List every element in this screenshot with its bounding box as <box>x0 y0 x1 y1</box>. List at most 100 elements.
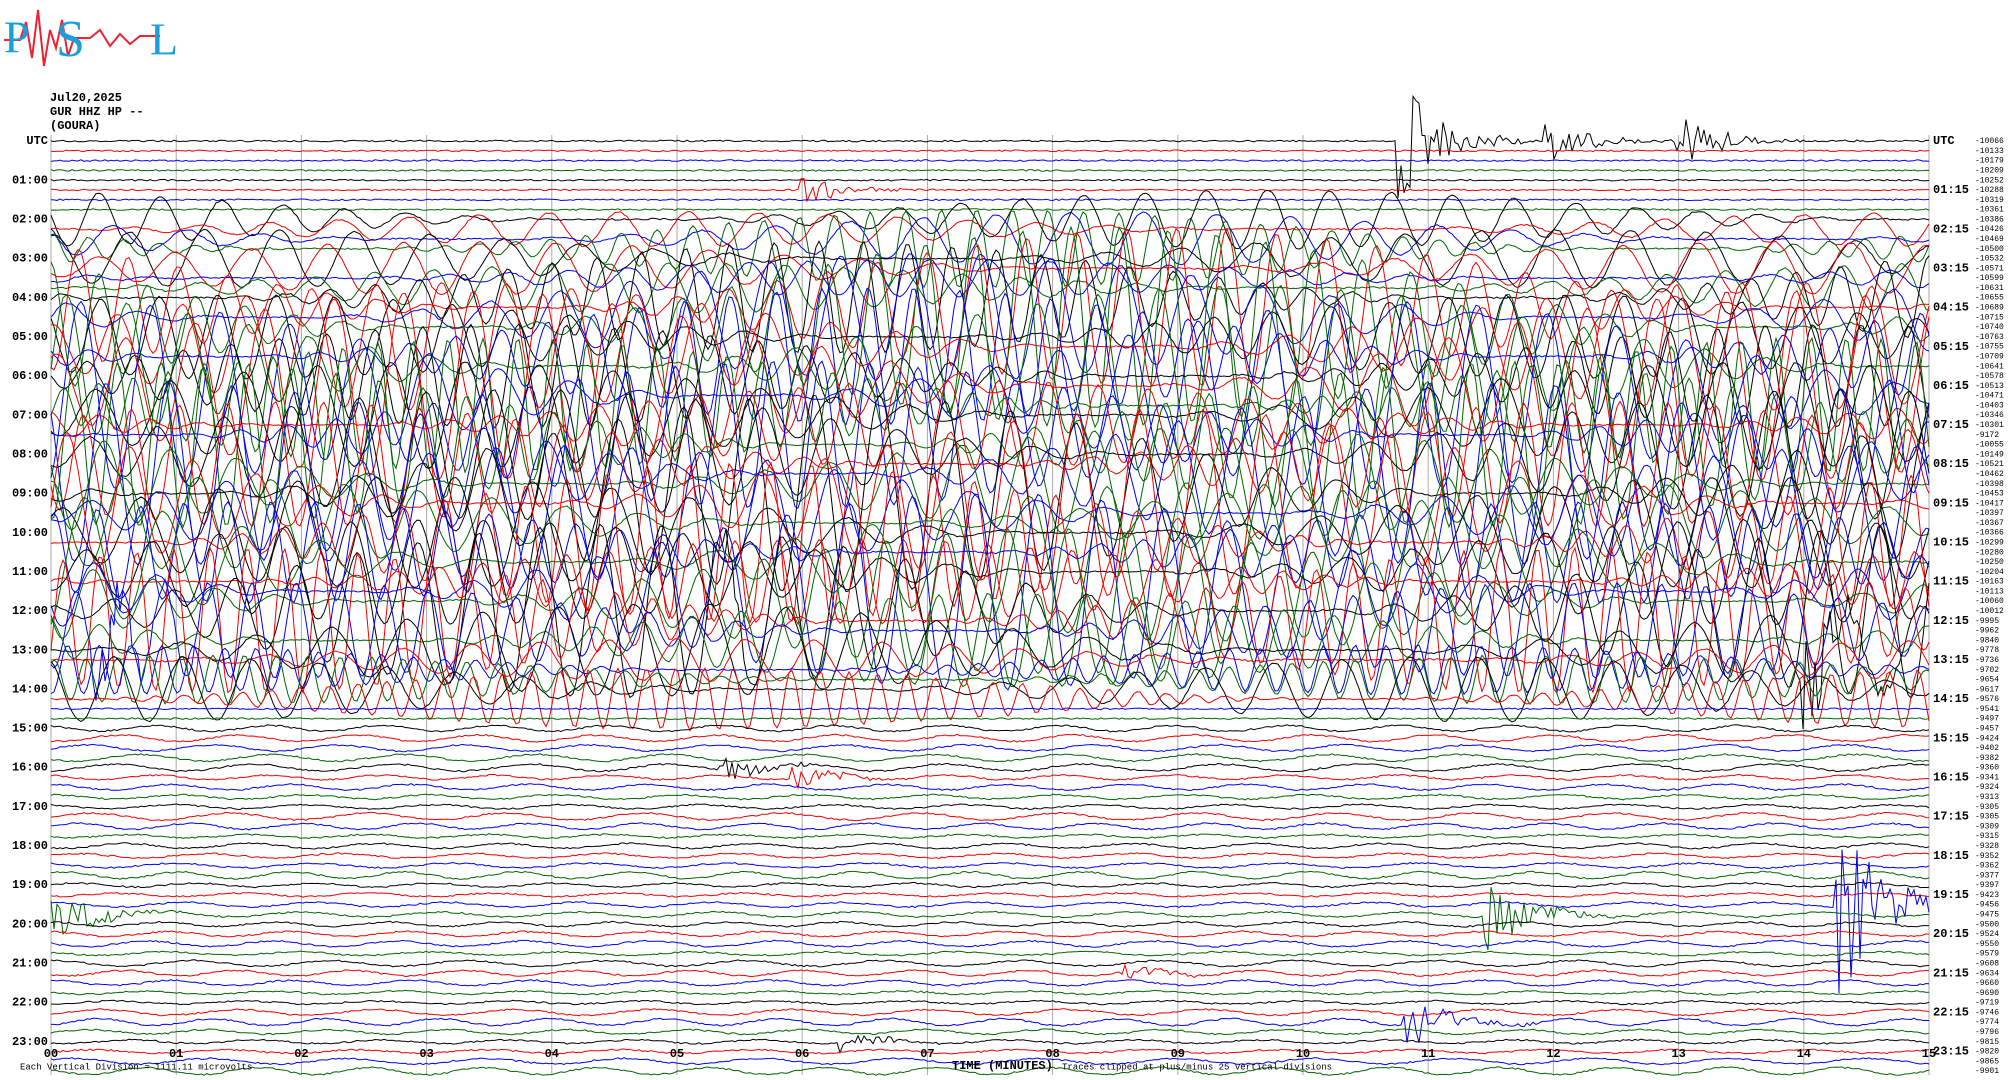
trace-mean: -9901 <box>1975 1067 1999 1076</box>
trace <box>50 258 1930 298</box>
trace <box>50 523 1930 699</box>
trace-mean: -10689 <box>1975 304 2004 313</box>
trace <box>50 852 1930 860</box>
right-hour-label: 12:15 <box>1933 614 1969 628</box>
right-hour-label: 17:15 <box>1933 810 1969 824</box>
left-hour-label: 22:00 <box>12 996 48 1010</box>
trace-mean: -9500 <box>1975 920 1999 929</box>
trace <box>50 1048 1930 1055</box>
right-hour-label: 13:15 <box>1933 653 1969 667</box>
left-hour-label: 19:00 <box>12 878 48 892</box>
trace <box>50 950 1930 957</box>
trace <box>50 765 1930 790</box>
trace-mean: -10599 <box>1975 274 2004 283</box>
trace <box>50 743 1930 753</box>
left-hour-label: 23:00 <box>12 1035 48 1049</box>
trace-mean: -9796 <box>1975 1028 1999 1037</box>
trace-mean: -9524 <box>1975 930 1999 939</box>
trace <box>50 294 1930 380</box>
trace-mean: -10631 <box>1975 284 2004 293</box>
trace <box>50 476 1930 570</box>
trace-mean: -10250 <box>1975 558 2004 567</box>
trace <box>50 290 1930 482</box>
trace <box>50 811 1930 822</box>
trace-mean: -9995 <box>1975 617 1999 626</box>
left-hour-label: 10:00 <box>12 526 48 540</box>
trace-mean: -9341 <box>1975 773 1999 782</box>
trace-mean: -9377 <box>1975 871 1999 880</box>
trace-mean: -10513 <box>1975 382 2004 391</box>
trace <box>50 189 1930 250</box>
trace-mean: -9550 <box>1975 940 1999 949</box>
logo: P S L <box>4 9 178 68</box>
right-hour-label: 04:15 <box>1933 301 1969 315</box>
right-hour-label: 19:15 <box>1933 888 1969 902</box>
trace <box>51 1006 1930 1043</box>
trace <box>50 281 1930 412</box>
trace <box>50 756 1930 779</box>
left-hour-label: 16:00 <box>12 761 48 775</box>
trace <box>50 322 1930 429</box>
x-tick-label: 09 <box>1171 1047 1185 1061</box>
clip-note: Traces clipped at plus/minus 25 vertical… <box>1062 1062 1332 1072</box>
trace-mean: -10469 <box>1975 235 2004 244</box>
trace <box>50 939 1930 948</box>
left-hour-label: 14:00 <box>12 682 48 696</box>
trace <box>50 208 1930 211</box>
trace-mean: -10521 <box>1975 460 2004 469</box>
trace <box>50 753 1930 763</box>
trace <box>50 394 1930 593</box>
trace-mean: -9382 <box>1975 754 1999 763</box>
trace <box>50 881 1930 889</box>
right-hour-label: 03:15 <box>1933 261 1969 275</box>
trace-mean: -9475 <box>1975 911 1999 920</box>
x-tick-label: 04 <box>545 1047 559 1061</box>
trace-mean: -9865 <box>1975 1057 1999 1066</box>
trace <box>50 842 1930 850</box>
x-tick-label: 12 <box>1546 1047 1560 1061</box>
trace <box>50 461 1930 625</box>
trace-mean: -10453 <box>1975 490 2004 499</box>
trace <box>50 253 1930 383</box>
right-hour-label: 15:15 <box>1933 731 1969 745</box>
trace-mean: -9579 <box>1975 950 1999 959</box>
trace-mean: -9654 <box>1975 676 1999 685</box>
right-hour-label: 08:15 <box>1933 457 1969 471</box>
x-tick-label: 00 <box>44 1047 58 1061</box>
trace-mean: -10299 <box>1975 538 2004 547</box>
trace-mean: -10386 <box>1975 215 2004 224</box>
left-hour-label: 17:00 <box>12 800 48 814</box>
trace-mean: -9736 <box>1975 656 1999 665</box>
trace <box>50 644 1930 696</box>
trace-mean: -10149 <box>1975 450 2004 459</box>
trace <box>50 284 1930 447</box>
trace-mean: -10471 <box>1975 392 2004 401</box>
left-hour-label: 04:00 <box>12 291 48 305</box>
trace <box>50 793 1930 801</box>
trace-mean: -10113 <box>1975 587 2004 596</box>
right-hour-label: 05:15 <box>1933 340 1969 354</box>
trace-mean: -9617 <box>1975 685 1999 694</box>
trace-mean: -10163 <box>1975 578 2004 587</box>
trace-mean: -10532 <box>1975 255 2004 264</box>
left-hour-label: 07:00 <box>12 408 48 422</box>
trace-mean: -9608 <box>1975 959 1999 968</box>
right-hour-label: UTC <box>1933 134 1955 148</box>
trace-mean: -9309 <box>1975 822 1999 831</box>
trace-mean: -9362 <box>1975 862 1999 871</box>
left-hour-label: 06:00 <box>12 369 48 383</box>
trace-mean: -10209 <box>1975 166 2004 175</box>
trace <box>50 849 1930 994</box>
right-hour-label: 18:15 <box>1933 849 1969 863</box>
trace <box>50 159 1930 162</box>
trace-mean: -10366 <box>1975 529 2004 538</box>
x-tick-label: 13 <box>1671 1047 1685 1061</box>
trace-mean: -10709 <box>1975 352 2004 361</box>
station: GUR HHZ HP -- <box>50 105 144 119</box>
trace-mean: -10346 <box>1975 411 2004 420</box>
trace-mean: -9352 <box>1975 852 1999 861</box>
trace-mean: -10417 <box>1975 499 2004 508</box>
left-hour-label: 08:00 <box>12 447 48 461</box>
trace-mean: -9315 <box>1975 832 1999 841</box>
trace-mean: -9815 <box>1975 1038 1999 1047</box>
